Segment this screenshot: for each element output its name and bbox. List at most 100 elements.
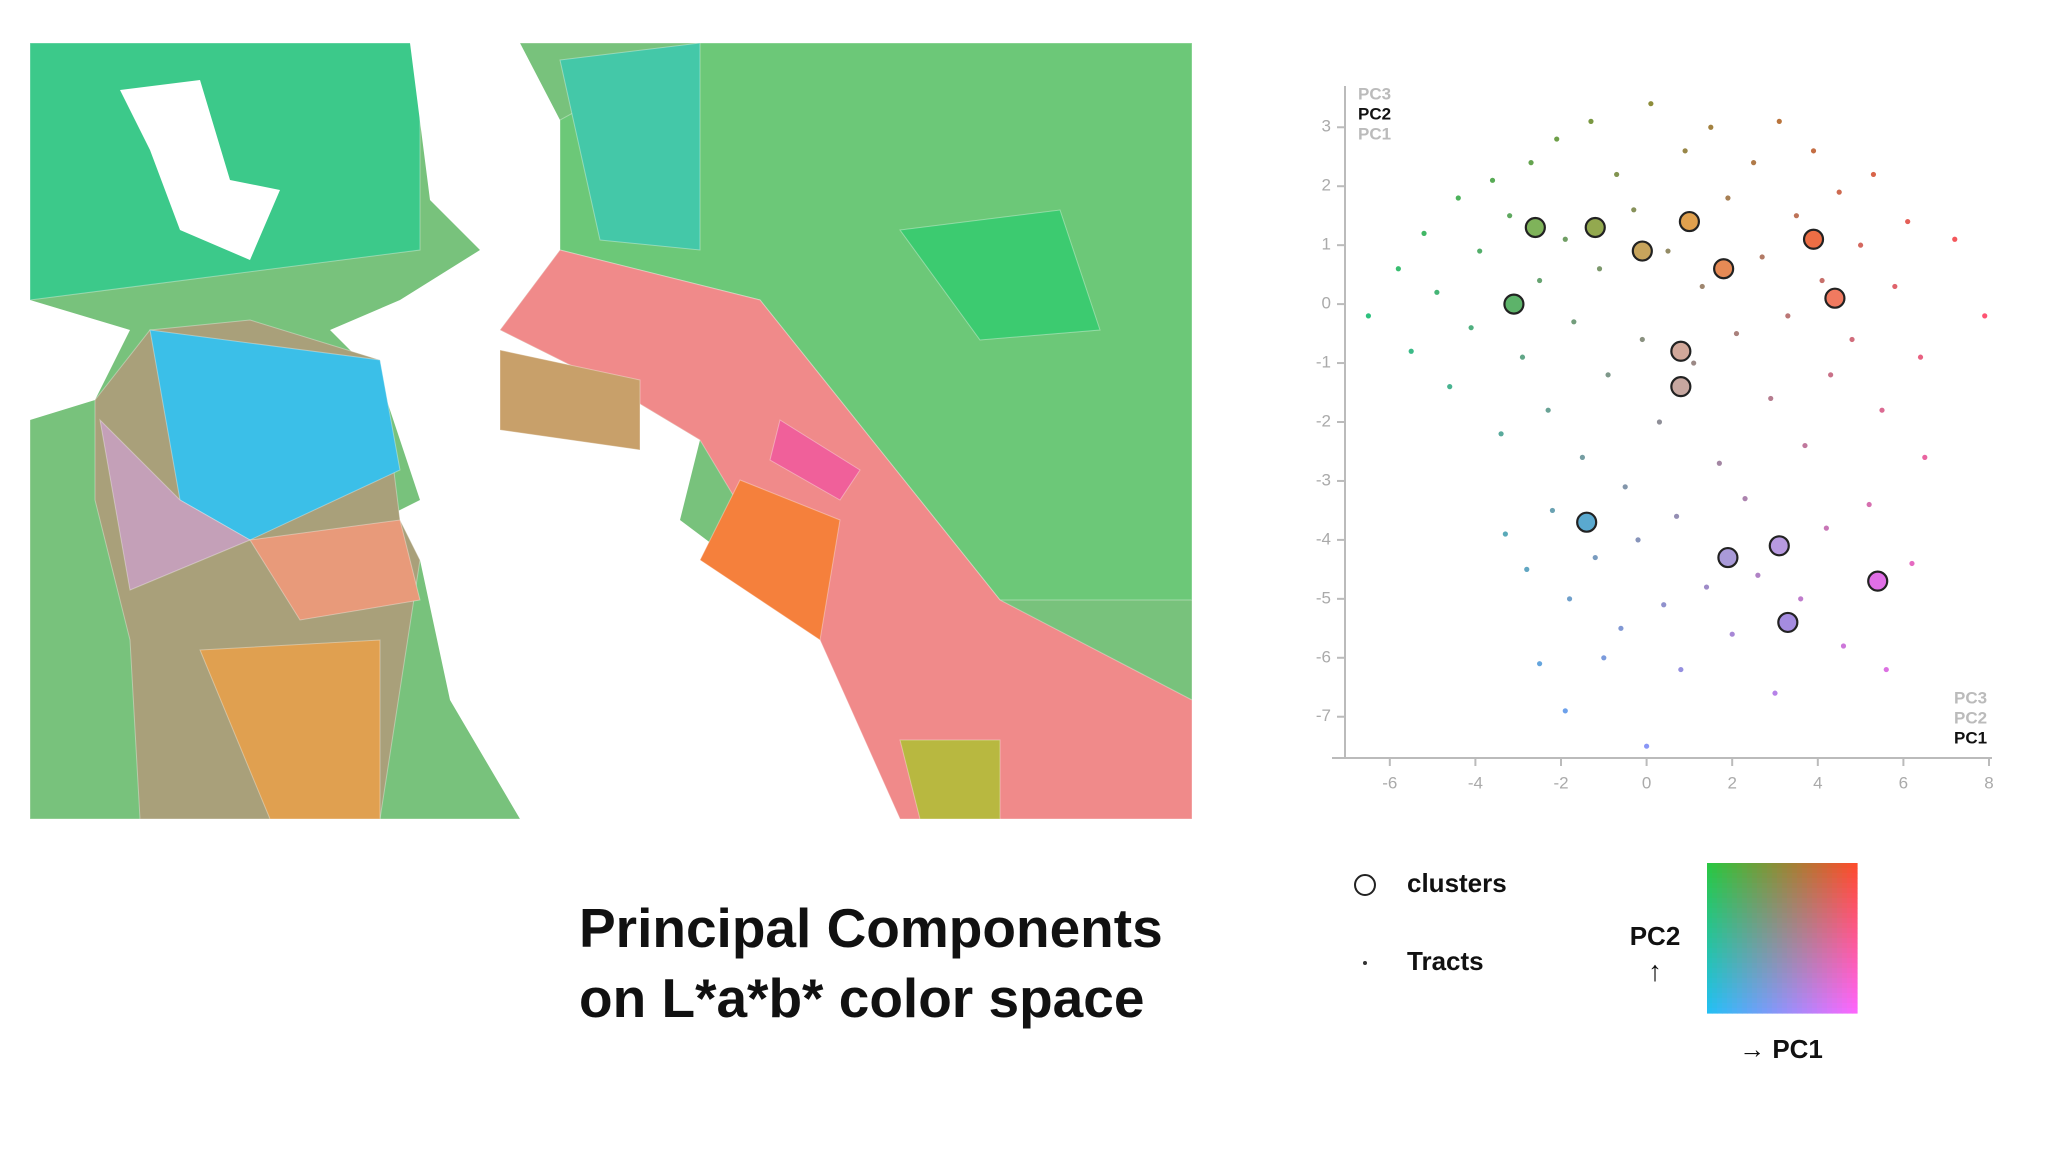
colormap-cell	[1732, 893, 1738, 899]
colormap-cell	[1772, 983, 1778, 989]
colormap-cell	[1852, 923, 1858, 929]
colormap-cell	[1782, 998, 1788, 1004]
colormap-cell	[1812, 908, 1818, 914]
colormap-cell	[1742, 908, 1748, 914]
tract-point	[1524, 566, 1530, 572]
colormap-cell	[1767, 968, 1773, 974]
colormap-cell	[1802, 918, 1808, 924]
colormap-cell	[1822, 958, 1828, 964]
colormap-cell	[1852, 1003, 1858, 1009]
colormap-cell	[1837, 988, 1843, 994]
tract-point	[1716, 460, 1722, 466]
colormap-cell	[1747, 1008, 1753, 1014]
colormap-cell	[1717, 873, 1723, 879]
colormap-cell	[1847, 993, 1853, 999]
colormap-cell	[1732, 968, 1738, 974]
tract-point	[1661, 602, 1667, 608]
colormap-cell	[1737, 968, 1743, 974]
colormap-cell	[1737, 988, 1743, 994]
colormap-cell	[1847, 988, 1853, 994]
colormap-cell	[1732, 963, 1738, 969]
colormap-cell	[1782, 888, 1788, 894]
colormap-cell	[1847, 948, 1853, 954]
colormap-cell	[1852, 863, 1858, 869]
colormap-cell	[1772, 958, 1778, 964]
colormap-cell	[1742, 933, 1748, 939]
colormap-cell	[1817, 1003, 1823, 1009]
colormap-cell	[1727, 948, 1733, 954]
colormap-cell	[1742, 988, 1748, 994]
colormap-cell	[1732, 993, 1738, 999]
colormap-cell	[1727, 983, 1733, 989]
colormap-cell	[1837, 973, 1843, 979]
colormap-cell	[1747, 943, 1753, 949]
colormap-cell	[1822, 883, 1828, 889]
colormap-cell	[1762, 863, 1768, 869]
colormap-cell	[1807, 893, 1813, 899]
colormap-cell	[1747, 863, 1753, 869]
colormap-cell	[1767, 898, 1773, 904]
colormap-cell	[1832, 903, 1838, 909]
colormap-cell	[1772, 943, 1778, 949]
colormap-cell	[1717, 968, 1723, 974]
colormap-cell	[1782, 988, 1788, 994]
colormap-cell	[1852, 988, 1858, 994]
colormap-cell	[1827, 943, 1833, 949]
colormap-cell	[1737, 933, 1743, 939]
colormap-cell	[1767, 873, 1773, 879]
colormap-cell	[1742, 948, 1748, 954]
colormap-cell	[1737, 1003, 1743, 1009]
colormap-cell	[1742, 943, 1748, 949]
tract-point	[1554, 136, 1560, 142]
colormap-cell	[1852, 948, 1858, 954]
colormap-cell	[1767, 953, 1773, 959]
colormap-cell	[1722, 983, 1728, 989]
colormap-cell	[1787, 863, 1793, 869]
colormap-cell	[1832, 898, 1838, 904]
colormap-cell	[1782, 928, 1788, 934]
colormap-cell	[1717, 883, 1723, 889]
colormap-cell	[1767, 988, 1773, 994]
colormap-cell	[1712, 998, 1718, 1004]
colormap-cell	[1842, 998, 1848, 1004]
colormap-cell	[1797, 973, 1803, 979]
colormap-cell	[1722, 933, 1728, 939]
colormap-cell	[1762, 918, 1768, 924]
colormap-cell	[1797, 978, 1803, 984]
colormap-cell	[1852, 918, 1858, 924]
colormap-cell	[1822, 898, 1828, 904]
colormap-cell	[1712, 923, 1718, 929]
colormap-cell	[1817, 948, 1823, 954]
colormap-cell	[1802, 973, 1808, 979]
colormap-cell	[1782, 968, 1788, 974]
colormap-cell	[1832, 1008, 1838, 1014]
colormap-cell	[1802, 928, 1808, 934]
colormap-cell	[1827, 988, 1833, 994]
colormap-cell	[1732, 943, 1738, 949]
colormap-cell	[1817, 863, 1823, 869]
colormap-cell	[1787, 958, 1793, 964]
colormap-cell	[1777, 893, 1783, 899]
colormap-cell	[1727, 938, 1733, 944]
colormap-cell	[1777, 973, 1783, 979]
tract-point	[1742, 496, 1748, 502]
colormap-cell	[1752, 978, 1758, 984]
y-tick-label: -6	[1316, 647, 1331, 666]
colormap-cell	[1712, 863, 1718, 869]
colormap-cell	[1727, 1003, 1733, 1009]
colormap-cell	[1712, 1003, 1718, 1009]
colormap-cell	[1817, 873, 1823, 879]
colormap-cell	[1727, 1008, 1733, 1014]
tract-point	[1537, 277, 1543, 284]
map-region	[769, 419, 861, 501]
colormap-cell	[1852, 983, 1858, 989]
tract-point	[1477, 248, 1483, 254]
colormap-cell	[1707, 863, 1713, 869]
colormap-cell	[1797, 953, 1803, 959]
colormap-cell	[1812, 883, 1818, 889]
colormap-cell	[1837, 933, 1843, 939]
y-tick-label: 1	[1322, 235, 1331, 254]
colormap-cell	[1762, 903, 1768, 909]
colormap-cell	[1712, 948, 1718, 954]
colormap-cell	[1717, 1008, 1723, 1014]
